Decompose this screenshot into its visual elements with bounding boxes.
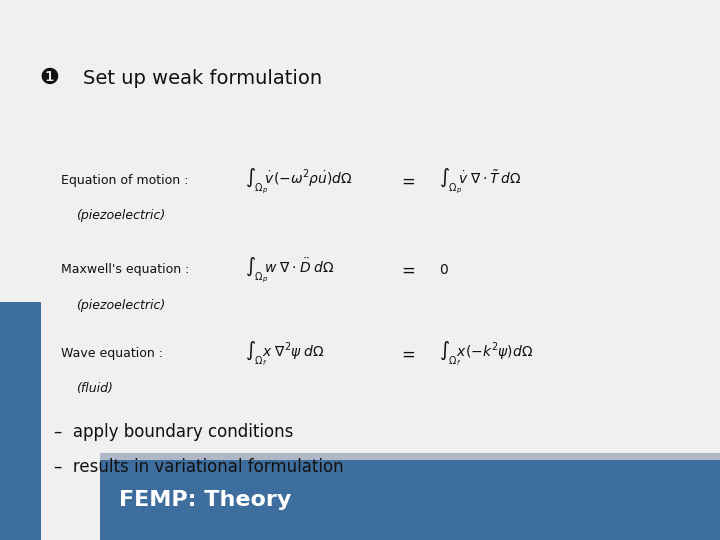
Text: $=$: $=$ (398, 261, 415, 279)
Text: $\int_{\Omega_f}\!x\;\nabla^2\psi\;d\Omega$: $\int_{\Omega_f}\!x\;\nabla^2\psi\;d\Ome… (245, 339, 325, 368)
Text: –  apply boundary conditions: – apply boundary conditions (54, 423, 293, 441)
Text: (piezoelectric): (piezoelectric) (76, 210, 165, 222)
Text: $\int_{\Omega_p}\!\dot{v}(-\omega^2\rho\dot{u})d\Omega$: $\int_{\Omega_p}\!\dot{v}(-\omega^2\rho\… (245, 166, 353, 195)
Text: (fluid): (fluid) (76, 382, 112, 395)
Text: –  results in variational formulation: – results in variational formulation (54, 458, 343, 476)
Text: Wave equation :: Wave equation : (61, 347, 163, 360)
Text: FEMP: Theory: FEMP: Theory (119, 490, 291, 510)
Text: (piezoelectric): (piezoelectric) (76, 299, 165, 312)
Text: Set up weak formulation: Set up weak formulation (83, 69, 322, 88)
Text: $\int_{\Omega_f}\!x(-k^2\psi)d\Omega$: $\int_{\Omega_f}\!x(-k^2\psi)d\Omega$ (439, 339, 534, 368)
Text: $=$: $=$ (398, 345, 415, 363)
Text: $0$: $0$ (439, 263, 449, 277)
Text: ❶: ❶ (39, 68, 59, 89)
Text: $\int_{\Omega_p}\!\dot{v}\;\nabla\cdot\tilde{T}\,d\Omega$: $\int_{\Omega_p}\!\dot{v}\;\nabla\cdot\t… (439, 166, 522, 195)
Text: $\int_{\Omega_p}\!w\;\nabla\cdot\ddot{D}\;d\Omega$: $\int_{\Omega_p}\!w\;\nabla\cdot\ddot{D}… (245, 255, 334, 285)
Text: $=$: $=$ (398, 172, 415, 190)
Text: Equation of motion :: Equation of motion : (61, 174, 189, 187)
FancyBboxPatch shape (0, 302, 41, 540)
Text: Maxwell's equation :: Maxwell's equation : (61, 264, 189, 276)
FancyBboxPatch shape (100, 460, 720, 540)
FancyBboxPatch shape (100, 453, 720, 460)
FancyBboxPatch shape (100, 522, 353, 540)
